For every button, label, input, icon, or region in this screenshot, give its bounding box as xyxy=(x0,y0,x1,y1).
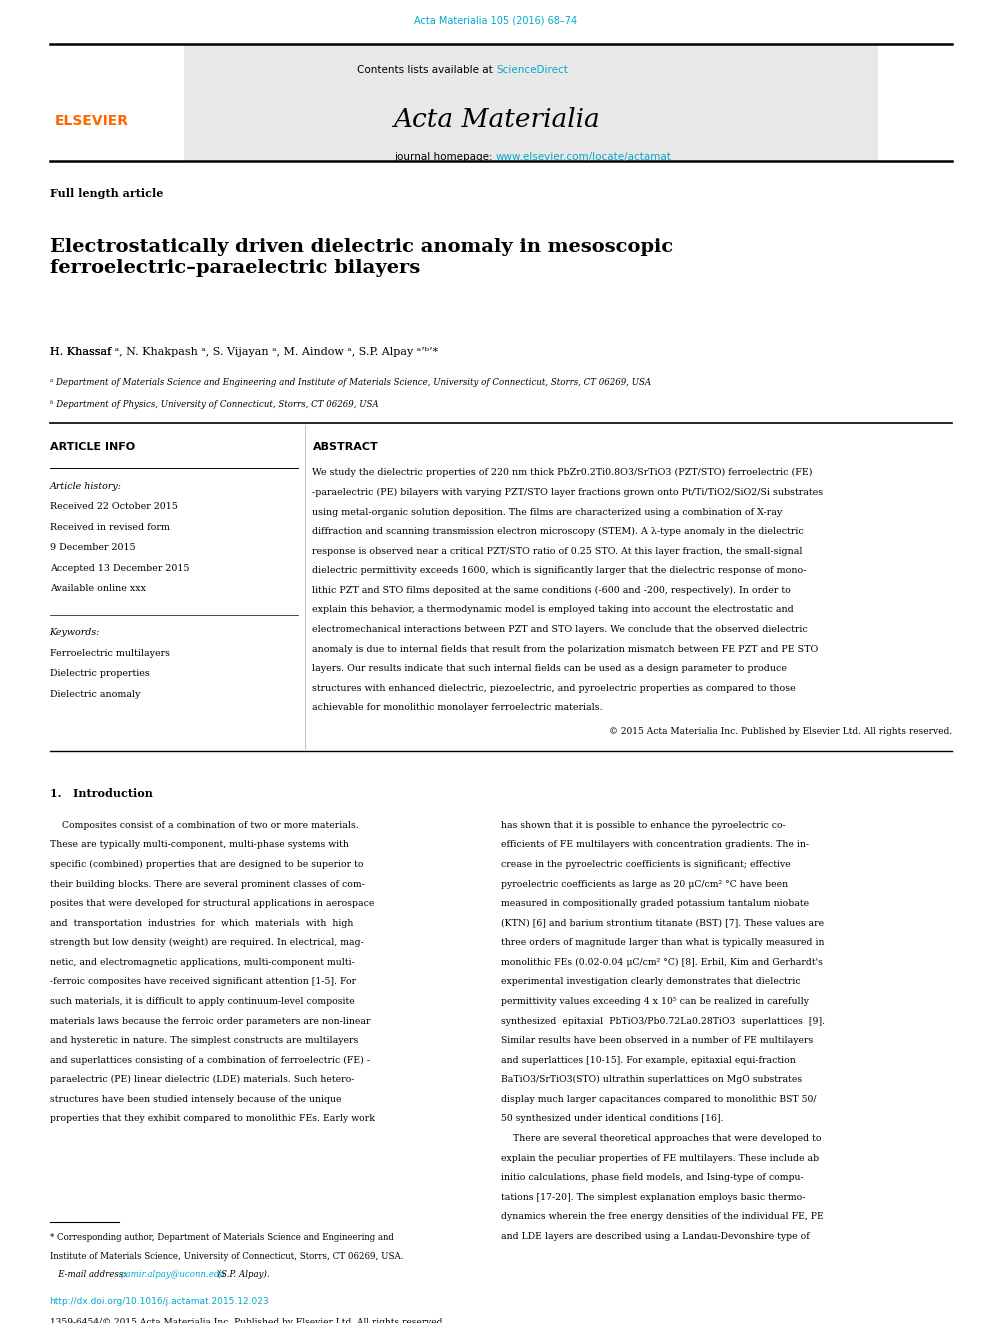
Text: explain the peculiar properties of FE multilayers. These include ab: explain the peculiar properties of FE mu… xyxy=(501,1154,819,1163)
Text: display much larger capacitances compared to monolithic BST 50/: display much larger capacitances compare… xyxy=(501,1095,816,1103)
Text: electromechanical interactions between PZT and STO layers. We conclude that the : electromechanical interactions between P… xyxy=(312,624,808,634)
Text: and LDE layers are described using a Landau-Devonshire type of: and LDE layers are described using a Lan… xyxy=(501,1232,809,1241)
Text: ABSTRACT: ABSTRACT xyxy=(312,442,378,452)
Text: anomaly is due to internal fields that result from the polarization mismatch bet: anomaly is due to internal fields that r… xyxy=(312,644,818,654)
Text: 50 synthesized under identical conditions [16].: 50 synthesized under identical condition… xyxy=(501,1114,723,1123)
Text: Ferroelectric multilayers: Ferroelectric multilayers xyxy=(50,648,170,658)
Text: ᵇ Department of Physics, University of Connecticut, Storrs, CT 06269, USA: ᵇ Department of Physics, University of C… xyxy=(50,400,378,409)
Text: specific (combined) properties that are designed to be superior to: specific (combined) properties that are … xyxy=(50,860,363,869)
Text: Contents lists available at: Contents lists available at xyxy=(357,65,496,75)
Text: strength but low density (weight) are required. In electrical, mag-: strength but low density (weight) are re… xyxy=(50,938,363,947)
Text: and superlattices [10-15]. For example, epitaxial equi-fraction: and superlattices [10-15]. For example, … xyxy=(501,1056,796,1065)
Text: Dielectric properties: Dielectric properties xyxy=(50,669,150,679)
Text: ELSEVIER: ELSEVIER xyxy=(55,114,129,128)
Text: experimental investigation clearly demonstrates that dielectric: experimental investigation clearly demon… xyxy=(501,978,801,987)
Text: dynamics wherein the free energy densities of the individual FE, PE: dynamics wherein the free energy densiti… xyxy=(501,1212,823,1221)
Text: monolithic FEs (0.02-0.04 μC/cm² °C) [8]. Erbil, Kim and Gerhardt's: monolithic FEs (0.02-0.04 μC/cm² °C) [8]… xyxy=(501,958,822,967)
Text: Received in revised form: Received in revised form xyxy=(50,523,170,532)
Text: (KTN) [6] and barium strontium titanate (BST) [7]. These values are: (KTN) [6] and barium strontium titanate … xyxy=(501,918,824,927)
Text: paraelectric (PE) linear dielectric (LDE) materials. Such hetero-: paraelectric (PE) linear dielectric (LDE… xyxy=(50,1076,354,1085)
Text: permittivity values exceeding 4 x 10⁵ can be realized in carefully: permittivity values exceeding 4 x 10⁵ ca… xyxy=(501,998,808,1005)
Text: materials laws because the ferroic order parameters are non-linear: materials laws because the ferroic order… xyxy=(50,1016,370,1025)
Text: using metal-organic solution deposition. The films are characterized using a com: using metal-organic solution deposition.… xyxy=(312,508,783,516)
Text: ᵃ Department of Materials Science and Engineering and Institute of Materials Sci: ᵃ Department of Materials Science and En… xyxy=(50,378,651,388)
Text: BaTiO3/SrTiO3(STO) ultrathin superlattices on MgO substrates: BaTiO3/SrTiO3(STO) ultrathin superlattic… xyxy=(501,1076,803,1085)
Text: such materials, it is difficult to apply continuum-level composite: such materials, it is difficult to apply… xyxy=(50,998,354,1005)
Text: layers. Our results indicate that such internal fields can be used as a design p: layers. Our results indicate that such i… xyxy=(312,664,788,673)
Text: Available online xxx: Available online xxx xyxy=(50,585,146,593)
Text: diffraction and scanning transmission electron microscopy (STEM). A λ-type anoma: diffraction and scanning transmission el… xyxy=(312,527,805,536)
Text: E-mail address:: E-mail address: xyxy=(50,1270,128,1279)
Text: Dielectric anomaly: Dielectric anomaly xyxy=(50,689,140,699)
Text: Keywords:: Keywords: xyxy=(50,628,100,638)
Text: three orders of magnitude larger than what is typically measured in: three orders of magnitude larger than wh… xyxy=(501,938,824,947)
Text: netic, and electromagnetic applications, multi-component multi-: netic, and electromagnetic applications,… xyxy=(50,958,354,967)
Text: (S.P. Alpay).: (S.P. Alpay). xyxy=(215,1270,270,1279)
Text: ARTICLE INFO: ARTICLE INFO xyxy=(50,442,135,452)
Text: lithic PZT and STO films deposited at the same conditions (-600 and -200, respec: lithic PZT and STO films deposited at th… xyxy=(312,586,792,595)
Text: Institute of Materials Science, University of Connecticut, Storrs, CT 06269, USA: Institute of Materials Science, Universi… xyxy=(50,1252,403,1261)
Text: Article history:: Article history: xyxy=(50,482,122,491)
Text: H. Khassaf: H. Khassaf xyxy=(50,347,114,357)
Text: http://dx.doi.org/10.1016/j.actamat.2015.12.023: http://dx.doi.org/10.1016/j.actamat.2015… xyxy=(50,1297,269,1306)
Text: Accepted 13 December 2015: Accepted 13 December 2015 xyxy=(50,564,189,573)
Text: Composites consist of a combination of two or more materials.: Composites consist of a combination of t… xyxy=(50,820,358,830)
Text: tations [17-20]. The simplest explanation employs basic thermo-: tations [17-20]. The simplest explanatio… xyxy=(501,1193,806,1201)
Text: structures have been studied intensely because of the unique: structures have been studied intensely b… xyxy=(50,1095,341,1103)
Text: Received 22 October 2015: Received 22 October 2015 xyxy=(50,503,178,511)
Bar xyxy=(184,44,878,161)
Text: properties that they exhibit compared to monolithic FEs. Early work: properties that they exhibit compared to… xyxy=(50,1114,375,1123)
Text: -paraelectric (PE) bilayers with varying PZT/STO layer fractions grown onto Pt/T: -paraelectric (PE) bilayers with varying… xyxy=(312,488,823,497)
Text: 1359-6454/© 2015 Acta Materialia Inc. Published by Elsevier Ltd. All rights rese: 1359-6454/© 2015 Acta Materialia Inc. Pu… xyxy=(50,1318,444,1323)
Text: -ferroic composites have received significant attention [1-5]. For: -ferroic composites have received signif… xyxy=(50,978,356,987)
Text: Full length article: Full length article xyxy=(50,188,163,198)
Text: © 2015 Acta Materialia Inc. Published by Elsevier Ltd. All rights reserved.: © 2015 Acta Materialia Inc. Published by… xyxy=(609,726,952,736)
Text: crease in the pyroelectric coefficients is significant; effective: crease in the pyroelectric coefficients … xyxy=(501,860,791,869)
Text: their building blocks. There are several prominent classes of com-: their building blocks. There are several… xyxy=(50,880,364,889)
Text: www.elsevier.com/locate/actamat: www.elsevier.com/locate/actamat xyxy=(496,152,672,163)
Text: Similar results have been observed in a number of FE multilayers: Similar results have been observed in a … xyxy=(501,1036,813,1045)
Text: explain this behavior, a thermodynamic model is employed taking into account the: explain this behavior, a thermodynamic m… xyxy=(312,606,795,614)
Text: 1.   Introduction: 1. Introduction xyxy=(50,787,153,799)
Text: 9 December 2015: 9 December 2015 xyxy=(50,544,135,552)
Text: efficients of FE multilayers with concentration gradients. The in-: efficients of FE multilayers with concen… xyxy=(501,840,808,849)
Text: dielectric permittivity exceeds 1600, which is significantly larger that the die: dielectric permittivity exceeds 1600, wh… xyxy=(312,566,806,576)
Text: Acta Materialia 105 (2016) 68–74: Acta Materialia 105 (2016) 68–74 xyxy=(415,16,577,26)
Text: achievable for monolithic monolayer ferroelectric materials.: achievable for monolithic monolayer ferr… xyxy=(312,704,603,712)
Text: These are typically multi-component, multi-phase systems with: These are typically multi-component, mul… xyxy=(50,840,348,849)
Text: and  transportation  industries  for  which  materials  with  high: and transportation industries for which … xyxy=(50,918,353,927)
Text: * Corresponding author, Department of Materials Science and Engineering and: * Corresponding author, Department of Ma… xyxy=(50,1233,394,1242)
Text: response is observed near a critical PZT/STO ratio of 0.25 STO. At this layer fr: response is observed near a critical PZT… xyxy=(312,546,803,556)
Text: measured in compositionally graded potassium tantalum niobate: measured in compositionally graded potas… xyxy=(501,900,809,908)
Text: We study the dielectric properties of 220 nm thick PbZr0.2Ti0.8O3/SrTiO3 (PZT/ST: We study the dielectric properties of 22… xyxy=(312,468,813,478)
Text: structures with enhanced dielectric, piezoelectric, and pyroelectric properties : structures with enhanced dielectric, pie… xyxy=(312,684,797,693)
Text: H. Khassaf ᵃ, N. Khakpash ᵃ, S. Vijayan ᵃ, M. Aindow ᵃ, S.P. Alpay ᵃ’ᵇ’*: H. Khassaf ᵃ, N. Khakpash ᵃ, S. Vijayan … xyxy=(50,347,437,357)
Text: Acta Materialia: Acta Materialia xyxy=(393,107,599,132)
Text: and hysteretic in nature. The simplest constructs are multilayers: and hysteretic in nature. The simplest c… xyxy=(50,1036,358,1045)
Text: There are several theoretical approaches that were developed to: There are several theoretical approaches… xyxy=(501,1134,821,1143)
Text: synthesized  epitaxial  PbTiO3/Pb0.72La0.28TiO3  superlattices  [9].: synthesized epitaxial PbTiO3/Pb0.72La0.2… xyxy=(501,1016,825,1025)
Text: journal homepage:: journal homepage: xyxy=(394,152,496,163)
Text: pamir.alpay@uconn.edu: pamir.alpay@uconn.edu xyxy=(121,1270,226,1279)
Text: initio calculations, phase field models, and Ising-type of compu-: initio calculations, phase field models,… xyxy=(501,1174,804,1183)
Text: ScienceDirect: ScienceDirect xyxy=(496,65,567,75)
Text: posites that were developed for structural applications in aerospace: posites that were developed for structur… xyxy=(50,900,374,908)
Text: Electrostatically driven dielectric anomaly in mesoscopic
ferroelectric–paraelec: Electrostatically driven dielectric anom… xyxy=(50,238,673,277)
Text: has shown that it is possible to enhance the pyroelectric co-: has shown that it is possible to enhance… xyxy=(501,820,786,830)
Text: and superlattices consisting of a combination of ferroelectric (FE) -: and superlattices consisting of a combin… xyxy=(50,1056,370,1065)
Text: pyroelectric coefficients as large as 20 μC/cm² °C have been: pyroelectric coefficients as large as 20… xyxy=(501,880,788,889)
